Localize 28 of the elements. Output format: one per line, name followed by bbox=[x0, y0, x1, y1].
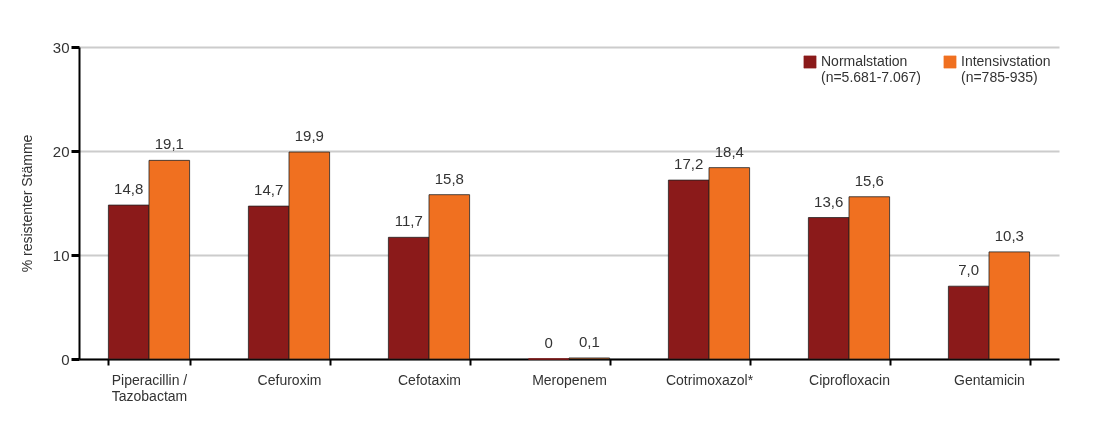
x-tick-label: Meropenem bbox=[532, 371, 607, 388]
data-label: 10,3 bbox=[994, 226, 1024, 244]
x-tick-label: Cefuroxim bbox=[257, 371, 322, 388]
data-label: 18,4 bbox=[714, 142, 744, 160]
data-label: 7,0 bbox=[958, 261, 980, 279]
data-label: 15,6 bbox=[854, 171, 884, 189]
y-tick-label: 20 bbox=[52, 142, 70, 160]
legend-label: Intensivstation (n=785-935) bbox=[961, 53, 1051, 85]
x-tick-label: Cefotaxim bbox=[397, 371, 462, 388]
x-tick-label: Piperacillin / Tazobactam bbox=[111, 371, 188, 404]
data-label: 13,6 bbox=[814, 192, 844, 210]
data-label: 15,8 bbox=[434, 169, 464, 187]
data-label: 19,1 bbox=[154, 135, 184, 153]
x-tick-label: Ciprofloxacin bbox=[809, 371, 890, 388]
y-tick-label: 30 bbox=[52, 38, 70, 56]
x-tick-label: Gentamicin bbox=[954, 371, 1025, 388]
data-label: 0,1 bbox=[578, 332, 600, 350]
legend-label: Normalstation (n=5.681-7.067) bbox=[821, 53, 922, 85]
data-label: 14,8 bbox=[114, 180, 144, 198]
y-axis-title: % resistenter Stämme bbox=[18, 134, 35, 273]
data-label: 19,9 bbox=[294, 127, 324, 145]
data-label: 11,7 bbox=[394, 212, 423, 230]
y-tick-label: 0 bbox=[61, 350, 70, 368]
data-label: 14,7 bbox=[254, 181, 284, 199]
y-tick-label: 10 bbox=[52, 246, 70, 264]
x-tick-label: Cotrimoxazol* bbox=[665, 371, 754, 388]
data-label: 17,2 bbox=[674, 155, 704, 173]
data-label: 0 bbox=[544, 334, 553, 351]
